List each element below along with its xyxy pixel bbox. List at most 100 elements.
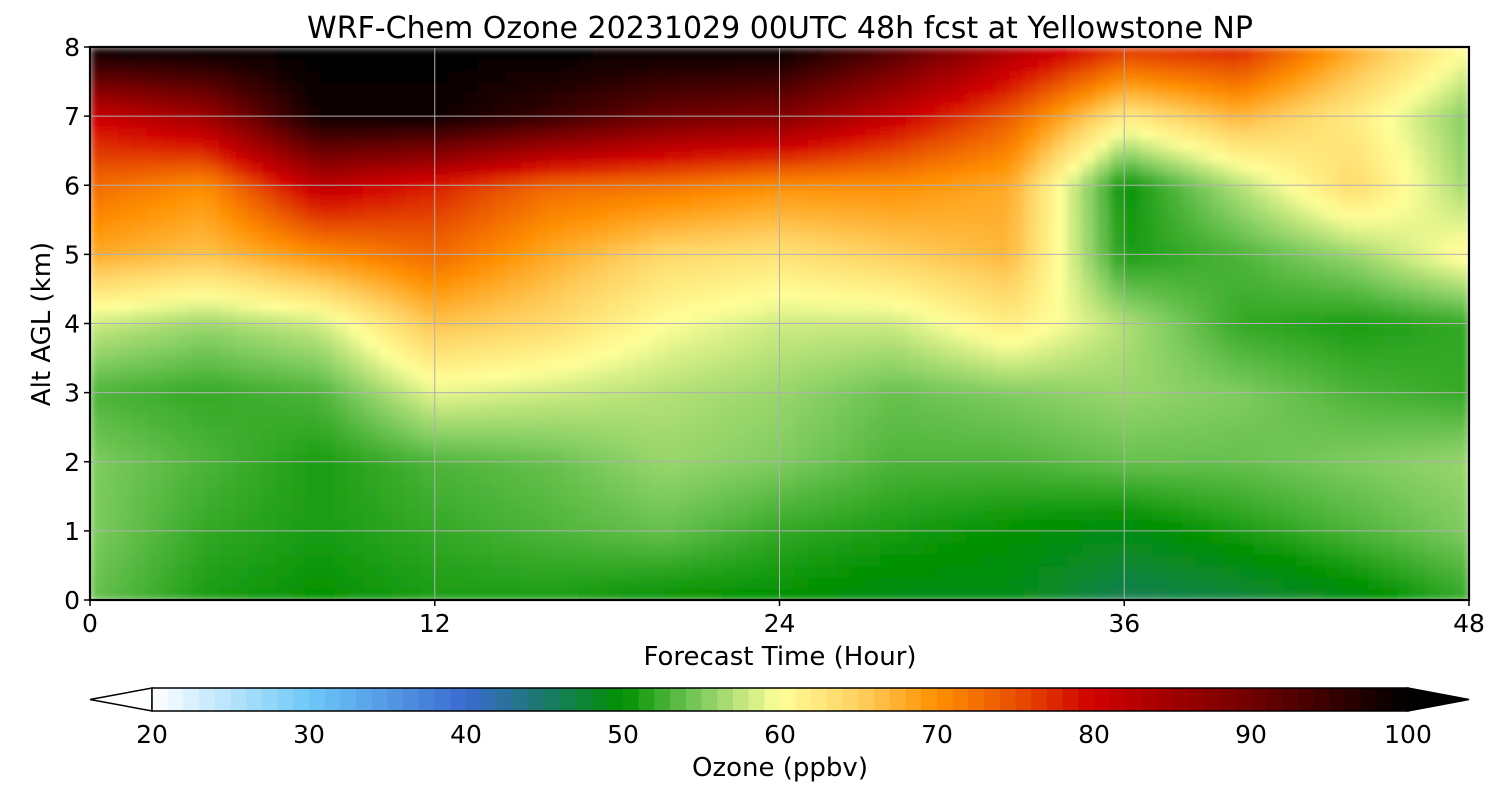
heatmap-cell [1267,530,1284,544]
heatmap-cell [190,392,206,405]
heatmap-cell [736,70,752,83]
heatmap-cell [1210,288,1226,302]
heatmap-cell [994,427,1011,440]
heatmap-cell [147,335,163,348]
heatmap-cell [678,553,695,567]
heatmap-cell [1124,196,1140,210]
heatmap-cell [1310,369,1327,382]
heatmap-cell [1124,70,1140,83]
heatmap-cell [1081,565,1097,578]
heatmap-cell [793,542,810,555]
heatmap-cell [1368,507,1384,521]
heatmap-cell [1267,173,1284,187]
heatmap-cell [693,58,709,71]
heatmap-cell [1095,404,1111,417]
heatmap-cell [520,104,537,117]
heatmap-cell [1382,58,1398,71]
heatmap-cell [492,265,508,279]
heatmap-cell [1109,104,1126,117]
heatmap-cell [1267,47,1284,60]
heatmap-cell [233,450,249,463]
heatmap-cell [607,93,623,106]
colorbar-segment [1125,688,1142,711]
heatmap-cell [319,519,335,532]
heatmap-cell [520,369,537,382]
heatmap-cell [621,93,637,106]
heatmap-cell [621,219,637,233]
heatmap-cell [1282,553,1298,567]
heatmap-cell [1009,185,1025,198]
heatmap-cell [319,542,335,555]
heatmap-cell [1138,231,1154,244]
colorbar-segment [905,688,922,711]
heatmap-cell [104,47,120,60]
heatmap-cell [908,484,924,498]
heatmap-cell [204,415,221,428]
heatmap-cell [520,277,537,290]
heatmap-cell [90,542,106,555]
heatmap-cell [1454,196,1469,210]
heatmap-cell [147,150,163,164]
heatmap-cell [607,404,623,417]
heatmap-cell [334,173,350,187]
heatmap-cell [1397,116,1413,129]
heatmap-cell [133,323,149,336]
heatmap-cell [779,507,795,521]
heatmap-cell [1009,450,1025,463]
heatmap-cell [707,150,723,164]
heatmap-cell [880,542,896,555]
heatmap-cell [678,335,695,348]
heatmap-cell [564,461,580,475]
heatmap-cell [1181,358,1197,371]
heatmap-cell [621,473,637,486]
heatmap-cell [1109,381,1126,394]
heatmap-cell [1253,173,1269,187]
heatmap-cell [1253,242,1269,256]
heatmap-cell [908,553,924,567]
heatmap-cell [262,242,278,256]
heatmap-cell [1038,277,1054,290]
heatmap-cell [808,507,824,521]
heatmap-cell [765,300,781,313]
heatmap-cell [291,507,307,521]
heatmap-cell [894,404,910,417]
heatmap-cell [477,542,493,555]
heatmap-cell [305,588,321,600]
heatmap-cell [219,242,235,256]
heatmap-cell [1296,104,1312,117]
heatmap-cell [377,150,393,164]
heatmap-cell [1296,231,1312,244]
heatmap-cell [836,58,853,71]
heatmap-cell [1196,565,1212,578]
heatmap-cell [477,335,493,348]
heatmap-cell [693,173,709,187]
heatmap-cell [937,70,953,83]
heatmap-cell [147,288,163,302]
heatmap-cell [980,162,996,175]
heatmap-cell [1124,553,1140,567]
heatmap-cell [607,242,623,256]
heatmap-cell [334,47,350,60]
heatmap-cell [1411,277,1427,290]
heatmap-cell [133,404,149,417]
heatmap-cell [204,335,221,348]
heatmap-cell [865,358,881,371]
heatmap-cell [1239,530,1255,544]
heatmap-cell [362,162,379,175]
heatmap-cell [1267,277,1284,290]
heatmap-cell [1023,70,1039,83]
heatmap-cell [951,288,968,302]
heatmap-cell [793,127,810,140]
heatmap-cell [564,530,580,544]
heatmap-cell [1296,496,1312,509]
heatmap-cell [1339,173,1355,187]
heatmap-cell [707,461,723,475]
heatmap-cell [908,70,924,83]
heatmap-cell [1167,116,1183,129]
heatmap-cell [693,381,709,394]
heatmap-cell [1152,265,1169,279]
heatmap-cell [836,139,853,152]
heatmap-cell [836,47,853,60]
heatmap-cell [1397,288,1413,302]
